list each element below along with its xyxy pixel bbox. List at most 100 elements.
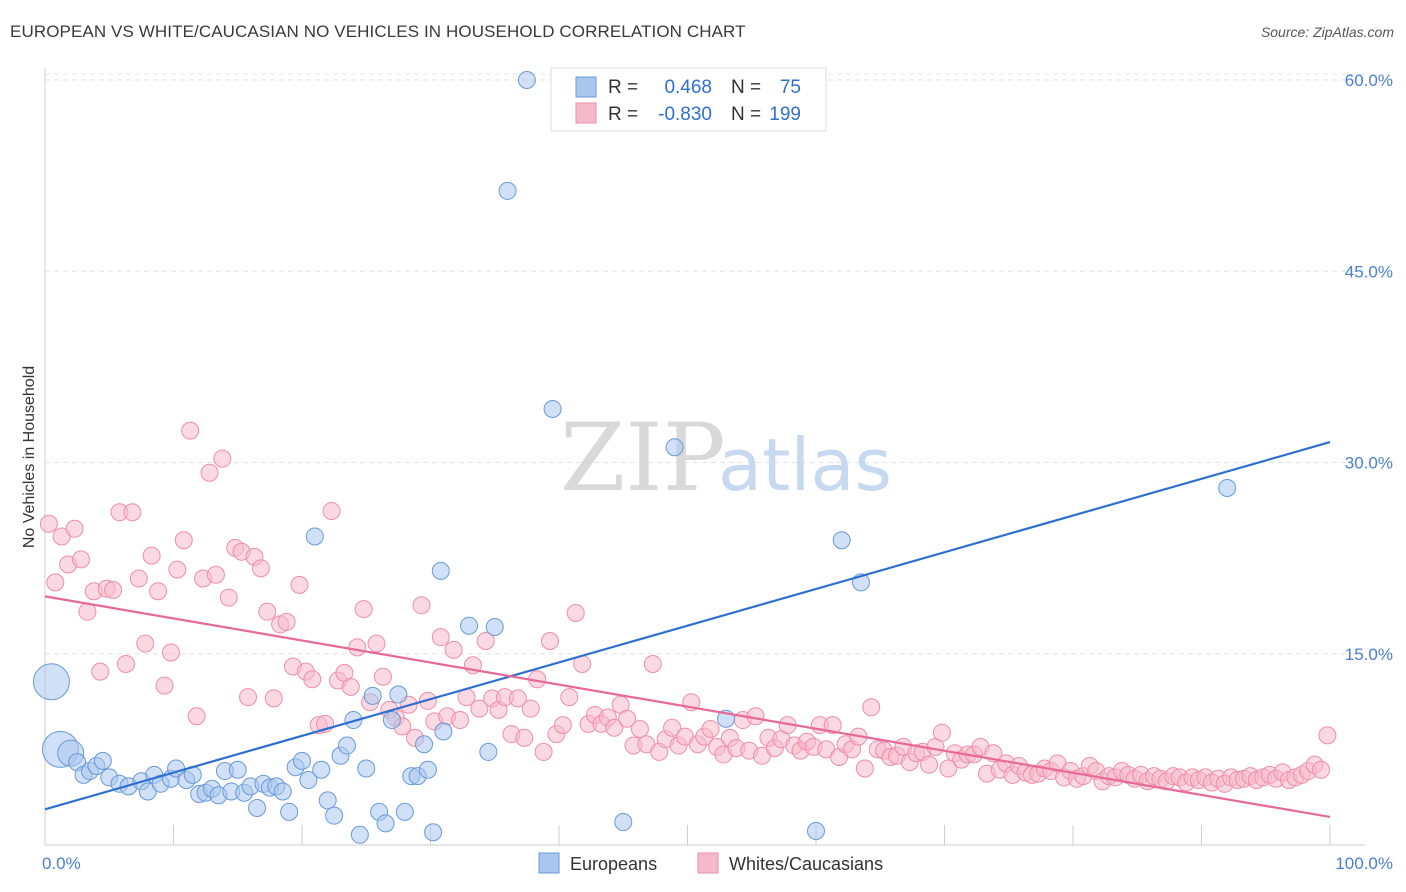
europeans-point <box>93 751 112 770</box>
y-tick-label: 30.0% <box>1345 454 1393 473</box>
legend-r-value-europeans: 0.468 <box>664 77 712 98</box>
europeans-point <box>431 561 450 580</box>
europeans-point <box>418 760 437 779</box>
whites-point <box>258 602 277 621</box>
whites-point <box>39 514 58 533</box>
whites-point <box>521 699 540 718</box>
whites-point <box>444 640 463 659</box>
whites-point <box>373 667 392 686</box>
whites-point <box>701 719 720 738</box>
series-whites-points <box>39 421 1337 793</box>
whites-point <box>553 716 572 735</box>
whites-point <box>920 755 939 774</box>
whites-point <box>251 559 270 578</box>
watermark: ZIP atlas <box>560 404 892 513</box>
europeans-point <box>614 813 633 832</box>
series-legend-label-whites: Whites/Caucasians <box>729 854 883 874</box>
europeans-point <box>312 760 331 779</box>
series-legend-swatch-europeans <box>538 852 560 874</box>
whites-point <box>618 709 637 728</box>
whites-point <box>155 676 174 695</box>
x-tick-label: 100.0% <box>1335 854 1393 873</box>
europeans-point <box>32 663 70 701</box>
europeans-point <box>382 711 401 730</box>
whites-point <box>290 575 309 594</box>
europeans-point <box>395 802 414 821</box>
whites-point <box>341 677 360 696</box>
whites-point <box>187 707 206 726</box>
europeans-point <box>807 821 825 840</box>
whites-point <box>91 662 110 681</box>
whites-point <box>213 449 232 468</box>
whites-point <box>65 519 84 538</box>
whites-point <box>560 688 579 707</box>
whites-point <box>142 546 161 565</box>
whites-point <box>129 569 148 588</box>
europeans-point <box>415 735 434 754</box>
trend-lines <box>44 441 1331 819</box>
whites-point <box>322 501 341 520</box>
europeans-point <box>357 759 376 778</box>
europeans-point <box>543 399 562 418</box>
y-axis-label: No Vehicles in Household <box>21 366 38 548</box>
whites-point <box>939 759 958 778</box>
europeans-point <box>305 527 324 546</box>
series-legend-swatch-whites <box>697 852 719 874</box>
europeans-point <box>350 825 369 844</box>
legend-n-label-whites: N = <box>731 104 761 125</box>
whites-point <box>630 719 649 738</box>
grid-lines <box>45 73 1365 655</box>
whites-point <box>367 634 386 653</box>
watermark-atlas: atlas <box>718 423 892 507</box>
trend-line-europeans <box>44 441 1331 811</box>
whites-point <box>451 711 470 730</box>
europeans-point <box>1218 479 1237 497</box>
source-credit: Source: ZipAtlas.com <box>1260 24 1394 40</box>
whites-point <box>123 503 142 522</box>
whites-point <box>663 718 682 737</box>
whites-point <box>515 728 534 747</box>
europeans-point <box>318 791 337 810</box>
europeans-point <box>517 71 536 89</box>
x-tick-labels: 0.0% 100.0% <box>42 854 1393 873</box>
whites-point <box>1312 760 1331 779</box>
whites-point <box>605 718 624 737</box>
y-tick-label: 15.0% <box>1345 645 1393 664</box>
legend-r-label-europeans: R = <box>608 77 638 98</box>
y-tick-label: 45.0% <box>1345 262 1393 281</box>
legend-n-value-europeans: 75 <box>780 77 801 98</box>
whites-point <box>508 689 527 708</box>
whites-point <box>643 654 662 673</box>
legend-swatch-whites <box>575 102 597 124</box>
europeans-point <box>337 736 356 755</box>
europeans-point <box>248 799 267 818</box>
chart-title: EUROPEAN VS WHITE/CAUCASIAN NO VEHICLES … <box>10 22 746 41</box>
europeans-point <box>665 438 684 457</box>
whites-point <box>136 634 155 653</box>
whites-point <box>181 421 200 440</box>
stats-legend: R = 0.468 N = 75 R = -0.830 N = 199 <box>550 67 827 132</box>
whites-point <box>219 588 238 607</box>
watermark-zip: ZIP <box>560 404 726 513</box>
europeans-point <box>363 686 382 705</box>
whites-point <box>932 723 951 742</box>
whites-point <box>541 632 560 650</box>
europeans-point <box>424 823 443 842</box>
legend-r-value-whites: -0.830 <box>658 104 712 125</box>
europeans-point <box>299 770 318 789</box>
whites-point <box>855 759 874 778</box>
y-tick-labels: 15.0% 30.0% 45.0% 60.0% <box>1345 71 1393 664</box>
legend-n-value-whites: 199 <box>769 104 801 125</box>
europeans-point <box>280 802 299 821</box>
whites-point <box>534 742 553 761</box>
y-tick-label: 60.0% <box>1345 71 1393 90</box>
europeans-point <box>273 782 292 801</box>
europeans-point <box>498 181 517 200</box>
whites-point <box>174 531 193 550</box>
whites-point <box>264 689 283 708</box>
europeans-point <box>479 742 498 761</box>
whites-point <box>116 654 135 673</box>
series-legend: Europeans Whites/Caucasians <box>538 852 883 874</box>
whites-point <box>470 699 489 718</box>
